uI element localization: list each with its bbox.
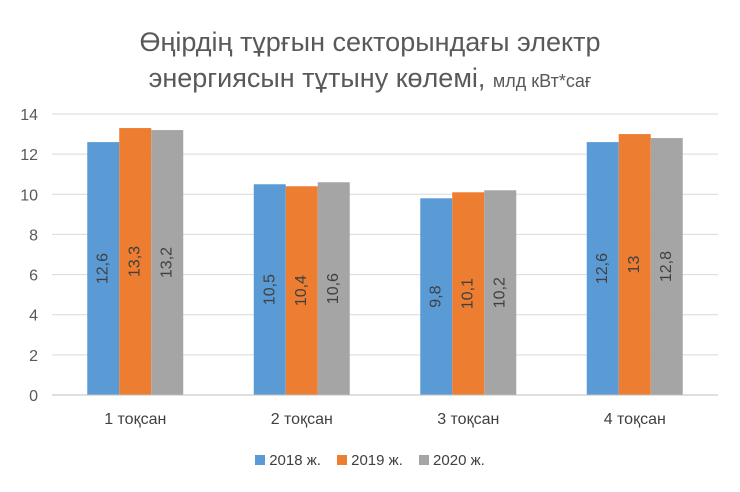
data-label: 10,1 [460,278,477,309]
data-label: 13,3 [127,246,144,277]
legend-item-2020: 2020 ж. [419,452,485,469]
bar [586,142,619,395]
bar [452,192,485,395]
y-tick-label: 8 [29,227,38,244]
legend-label-2018: 2018 ж. [269,452,321,469]
data-label: 12,8 [658,251,675,282]
legend-swatch-2018 [255,455,266,465]
data-label: 10,6 [325,273,342,304]
y-tick-label: 10 [20,187,38,204]
bar [317,182,350,395]
bar [285,186,318,395]
bar [253,184,286,395]
bar [119,128,152,396]
legend-swatch-2019 [337,455,348,465]
data-label: 10,5 [261,274,278,305]
x-tick-label: 3 тоқсан [437,411,499,428]
bar [87,142,120,395]
data-label: 9,8 [428,285,445,307]
x-tick-label: 2 тоқсан [271,411,333,428]
chart-title-line1: Өңірдің тұрғын секторындағы электр [139,27,601,57]
data-label: 12,6 [594,253,611,284]
legend-label-2020: 2020 ж. [433,452,485,469]
data-label: 13 [626,256,643,274]
legend-label-2019: 2019 ж. [351,452,403,469]
y-tick-label: 4 [29,308,38,325]
y-tick-label: 0 [29,388,38,405]
data-label: 10,2 [492,277,509,308]
x-tick-label: 1 тоқсан [104,411,166,428]
legend-item-2018: 2018 ж. [255,452,321,469]
bar [420,198,453,395]
y-tick-label: 2 [29,348,38,365]
legend-item-2019: 2019 ж. [337,452,403,469]
chart-title-line2-text: энергиясын тұтыну көлемі, [148,63,486,93]
y-tick-label: 12 [20,147,38,164]
bar [650,138,683,396]
data-label: 12,6 [95,253,112,284]
legend: 2018 ж. 2019 ж. 2020 ж. [0,452,740,469]
legend-swatch-2020 [419,455,430,465]
y-tick-label: 14 [20,107,38,124]
data-label: 10,4 [293,275,310,306]
data-label: 13,2 [159,247,176,278]
chart-title-unit: млд кВт*сағ [492,71,592,91]
bar [484,190,517,395]
bar [151,130,184,396]
x-tick-label: 4 тоқсан [604,411,666,428]
y-tick-label: 6 [29,268,38,285]
chart-title-line2: энергиясын тұтыну көлемі, млд кВт*сағ [0,60,740,99]
bar [618,134,651,396]
chart-title: Өңірдің тұрғын секторындағы электр энерг… [0,24,740,99]
